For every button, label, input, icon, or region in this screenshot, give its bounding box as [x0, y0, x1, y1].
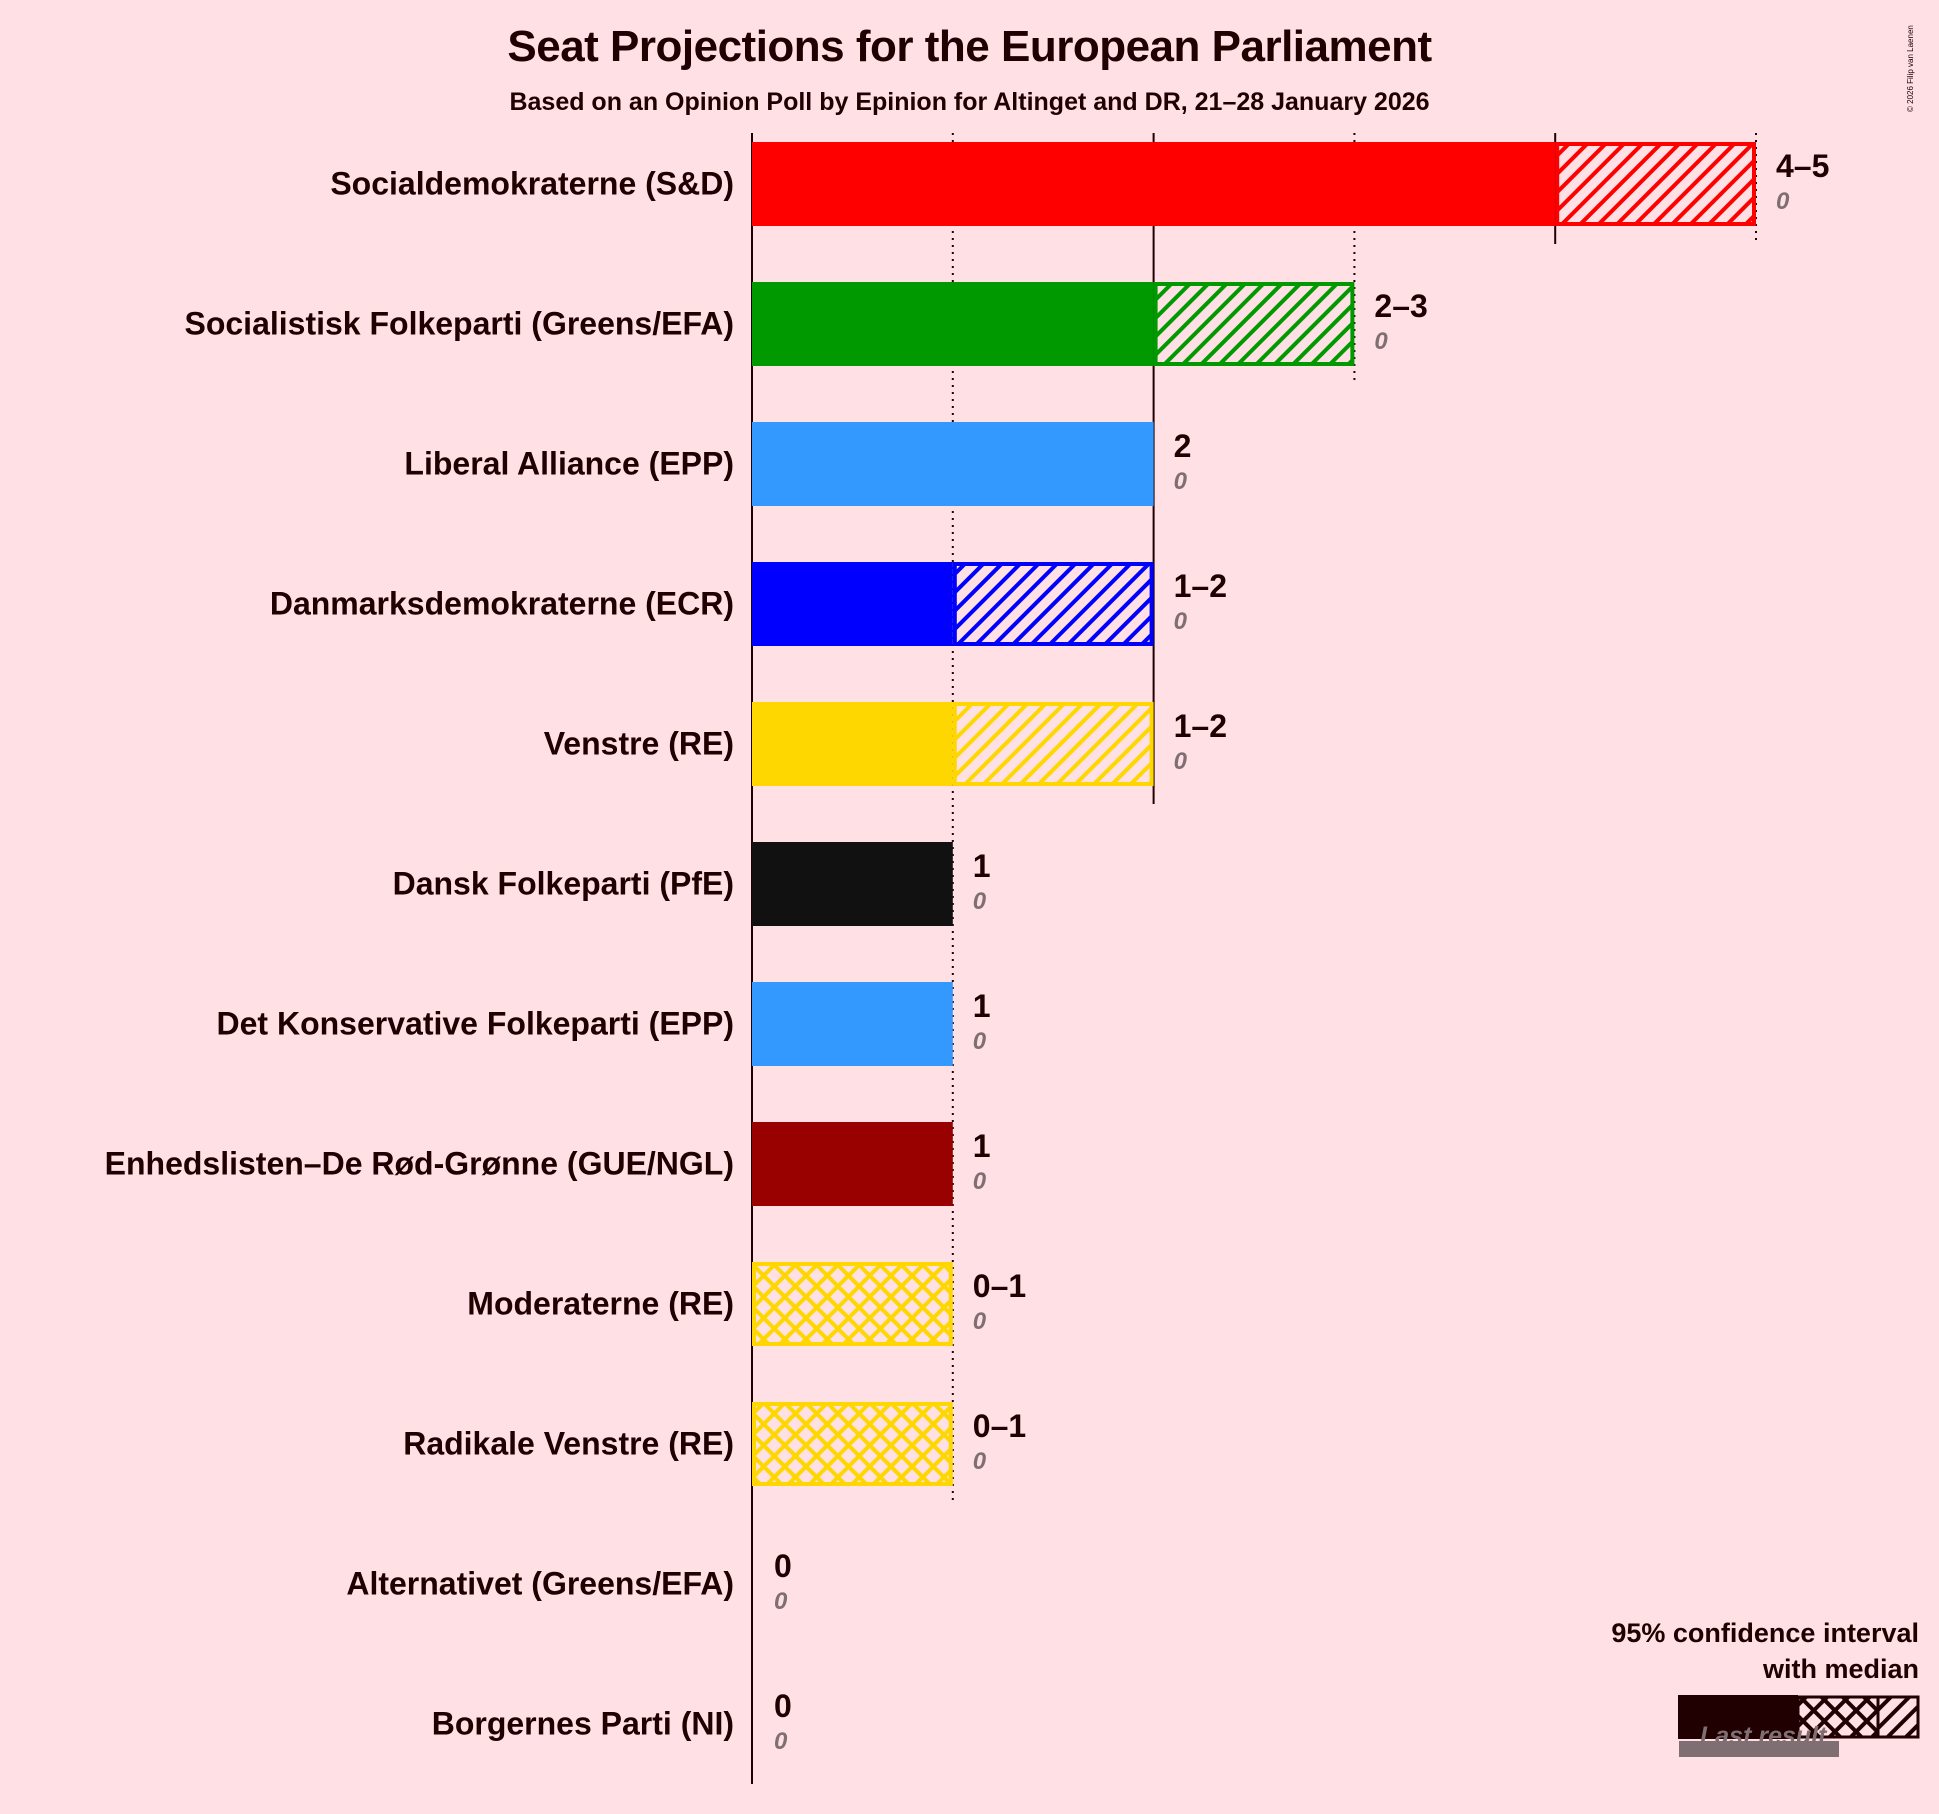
ci-crosshatch-bar — [752, 1262, 953, 1346]
party-bar-group — [752, 842, 953, 926]
party-label: Borgernes Parti (NI) — [431, 1705, 734, 1742]
legend-title: 95% confidence interval with median — [1611, 1615, 1919, 1687]
party-bar-group — [752, 142, 1756, 226]
last-result-value: 0 — [1173, 748, 1187, 775]
seat-range-label: 1–2 — [1173, 708, 1227, 744]
party-label: Dansk Folkeparti (PfE) — [392, 865, 734, 902]
seat-range-label: 1 — [972, 848, 991, 884]
chart-title: Seat Projections for the European Parlia… — [507, 22, 1432, 71]
party-bar-group — [752, 562, 1154, 646]
party-label: Venstre (RE) — [543, 725, 734, 762]
ci-hatch-bar — [952, 562, 1154, 646]
last-result-value: 0 — [1776, 188, 1790, 215]
seat-range-label: 0–1 — [972, 1268, 1027, 1304]
last-result-value: 0 — [1374, 328, 1388, 355]
seat-range-label: 0 — [774, 1688, 792, 1724]
last-result-value: 0 — [972, 1028, 987, 1055]
party-bar-group — [752, 982, 953, 1066]
seat-range-label: 2 — [1173, 428, 1192, 464]
party-label: Det Konservative Folkeparti (EPP) — [216, 1005, 734, 1042]
median-bar — [752, 282, 1154, 366]
party-label: Enhedslisten–De Rød-Grønne (GUE/NGL) — [104, 1145, 734, 1182]
last-result-value: 0 — [1173, 468, 1187, 495]
seat-range-label: 0 — [774, 1548, 792, 1584]
party-bar-group — [752, 1122, 953, 1206]
last-result-value: 0 — [972, 1448, 987, 1475]
party-bar-group — [752, 282, 1355, 366]
median-bar — [752, 422, 1154, 506]
ci-hatch-bar — [952, 702, 1154, 786]
party-bar-group — [752, 702, 1154, 786]
median-bar — [752, 982, 953, 1066]
median-bar — [752, 142, 1556, 226]
ci-crosshatch-bar — [752, 1402, 953, 1486]
legend-last-result-label: Last result — [1700, 1722, 1827, 1750]
last-result-value: 0 — [774, 1728, 788, 1755]
median-bar — [752, 702, 953, 786]
seat-range-label: 1 — [972, 988, 991, 1024]
party-label: Alternativet (Greens/EFA) — [346, 1565, 734, 1602]
median-bar — [752, 562, 953, 646]
party-bar-group — [752, 1402, 953, 1486]
party-bar-group — [752, 422, 1154, 506]
ci-hatch-bar — [1153, 282, 1355, 366]
party-label: Socialdemokraterne (S&D) — [330, 165, 734, 202]
median-bar — [752, 842, 953, 926]
median-bar — [752, 1122, 953, 1206]
seat-range-label: 4–5 — [1776, 148, 1830, 184]
last-result-value: 0 — [1173, 608, 1187, 635]
party-label: Moderaterne (RE) — [467, 1285, 734, 1322]
party-label: Socialistisk Folkeparti (Greens/EFA) — [184, 305, 734, 342]
seat-range-label: 0–1 — [972, 1408, 1027, 1444]
seat-range-label: 2–3 — [1374, 288, 1428, 324]
seat-range-label: 1 — [972, 1128, 991, 1164]
party-label: Radikale Venstre (RE) — [403, 1425, 734, 1462]
party-label: Liberal Alliance (EPP) — [404, 445, 734, 482]
ci-hatch-bar — [1555, 142, 1756, 226]
last-result-value: 0 — [972, 888, 987, 915]
party-bar-group — [752, 1262, 953, 1346]
last-result-value: 0 — [972, 1168, 987, 1195]
legend-title-line1: 95% confidence interval — [1611, 1618, 1919, 1648]
seat-range-label: 1–2 — [1173, 568, 1227, 604]
legend-swatch — [1678, 1695, 1920, 1757]
party-label: Danmarksdemokraterne (ECR) — [269, 585, 734, 622]
chart-subtitle: Based on an Opinion Poll by Epinion for … — [509, 88, 1430, 116]
legend-title-line2: with median — [1762, 1654, 1919, 1684]
last-result-value: 0 — [972, 1308, 987, 1335]
last-result-value: 0 — [774, 1588, 788, 1615]
